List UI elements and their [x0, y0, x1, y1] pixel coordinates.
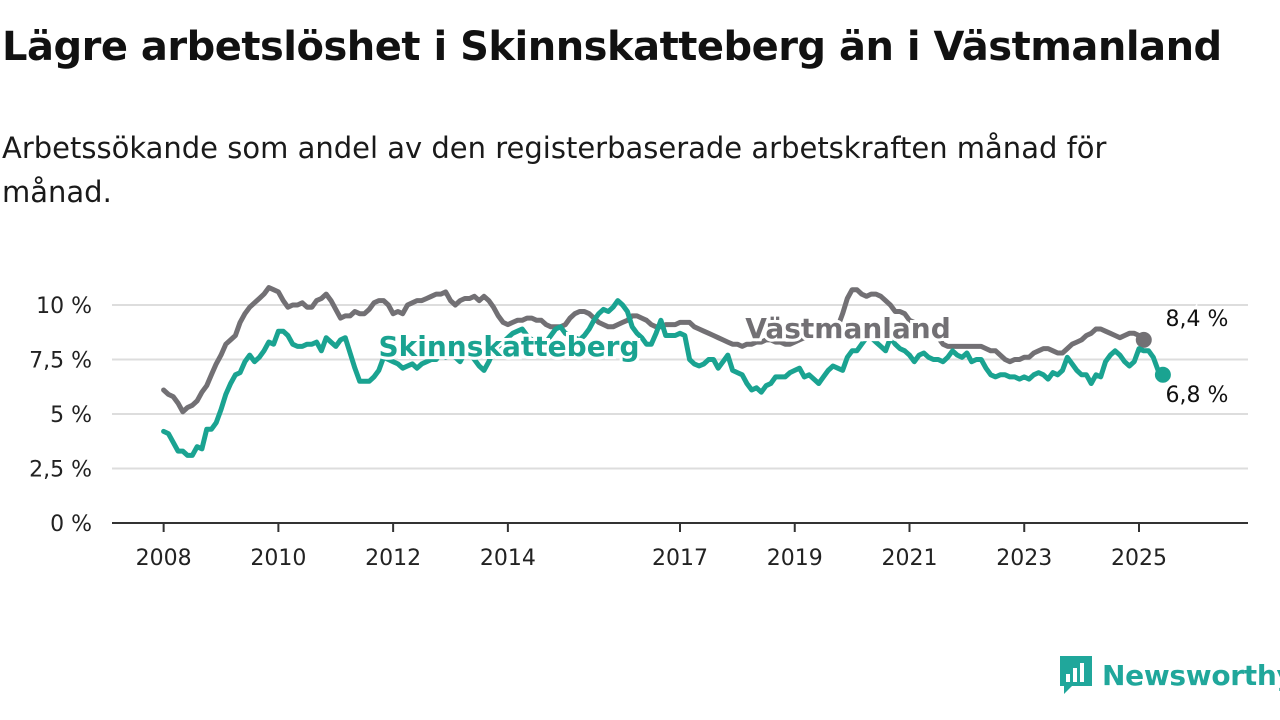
series-lines: [161, 285, 1171, 458]
series-end-point: [1154, 366, 1171, 383]
x-tick-label: 2017: [652, 546, 708, 571]
series-end-label: 8,4 %: [1166, 307, 1229, 332]
y-tick-label: 7,5 %: [29, 349, 92, 374]
chart-subtitle: Arbetssökande som andel av den registerb…: [2, 131, 1107, 209]
series-label: Skinnskatteberg: [378, 330, 639, 363]
brand-name: Newsworthy: [1102, 658, 1280, 692]
x-tick-label: 2008: [136, 546, 192, 571]
y-tick-label: 5 %: [50, 403, 92, 428]
y-tick-label: 0 %: [50, 512, 92, 537]
series-line-västmanland: [161, 285, 1147, 415]
series-end-point: [1135, 331, 1152, 348]
x-tick-label: 2012: [365, 546, 421, 571]
x-tick-label: 2023: [996, 546, 1052, 571]
x-tick-label: 2014: [480, 546, 536, 571]
series-labels: Västmanland 8,4 % Skinnskatteberg 6,8 %: [375, 305, 1230, 411]
y-tick-label: 10 %: [36, 294, 92, 319]
x-tick-label: 2019: [767, 546, 823, 571]
y-axis-ticks: 0 % 2,5 % 5 % 7,5 % 10 %: [29, 294, 92, 537]
series-end-label: 6,8 %: [1166, 383, 1229, 408]
x-axis-ticks: 2008 2010 2012 2014 2017 2019 2021 2023 2025: [136, 523, 1167, 571]
series-line-skinnskatteberg: [161, 298, 1166, 458]
x-tick-label: 2025: [1111, 546, 1167, 571]
x-tick-label: 2021: [881, 546, 937, 571]
chart-title: Lägre arbetslöshet i Skinnskatteberg än …: [2, 24, 1222, 70]
series-label: Västmanland: [745, 312, 951, 345]
y-tick-label: 2,5 %: [29, 458, 92, 483]
newsworthy-logo-icon: [1060, 656, 1092, 694]
newsworthy-brand[interactable]: Newsworthy: [1058, 654, 1280, 696]
x-tick-label: 2010: [250, 546, 306, 571]
